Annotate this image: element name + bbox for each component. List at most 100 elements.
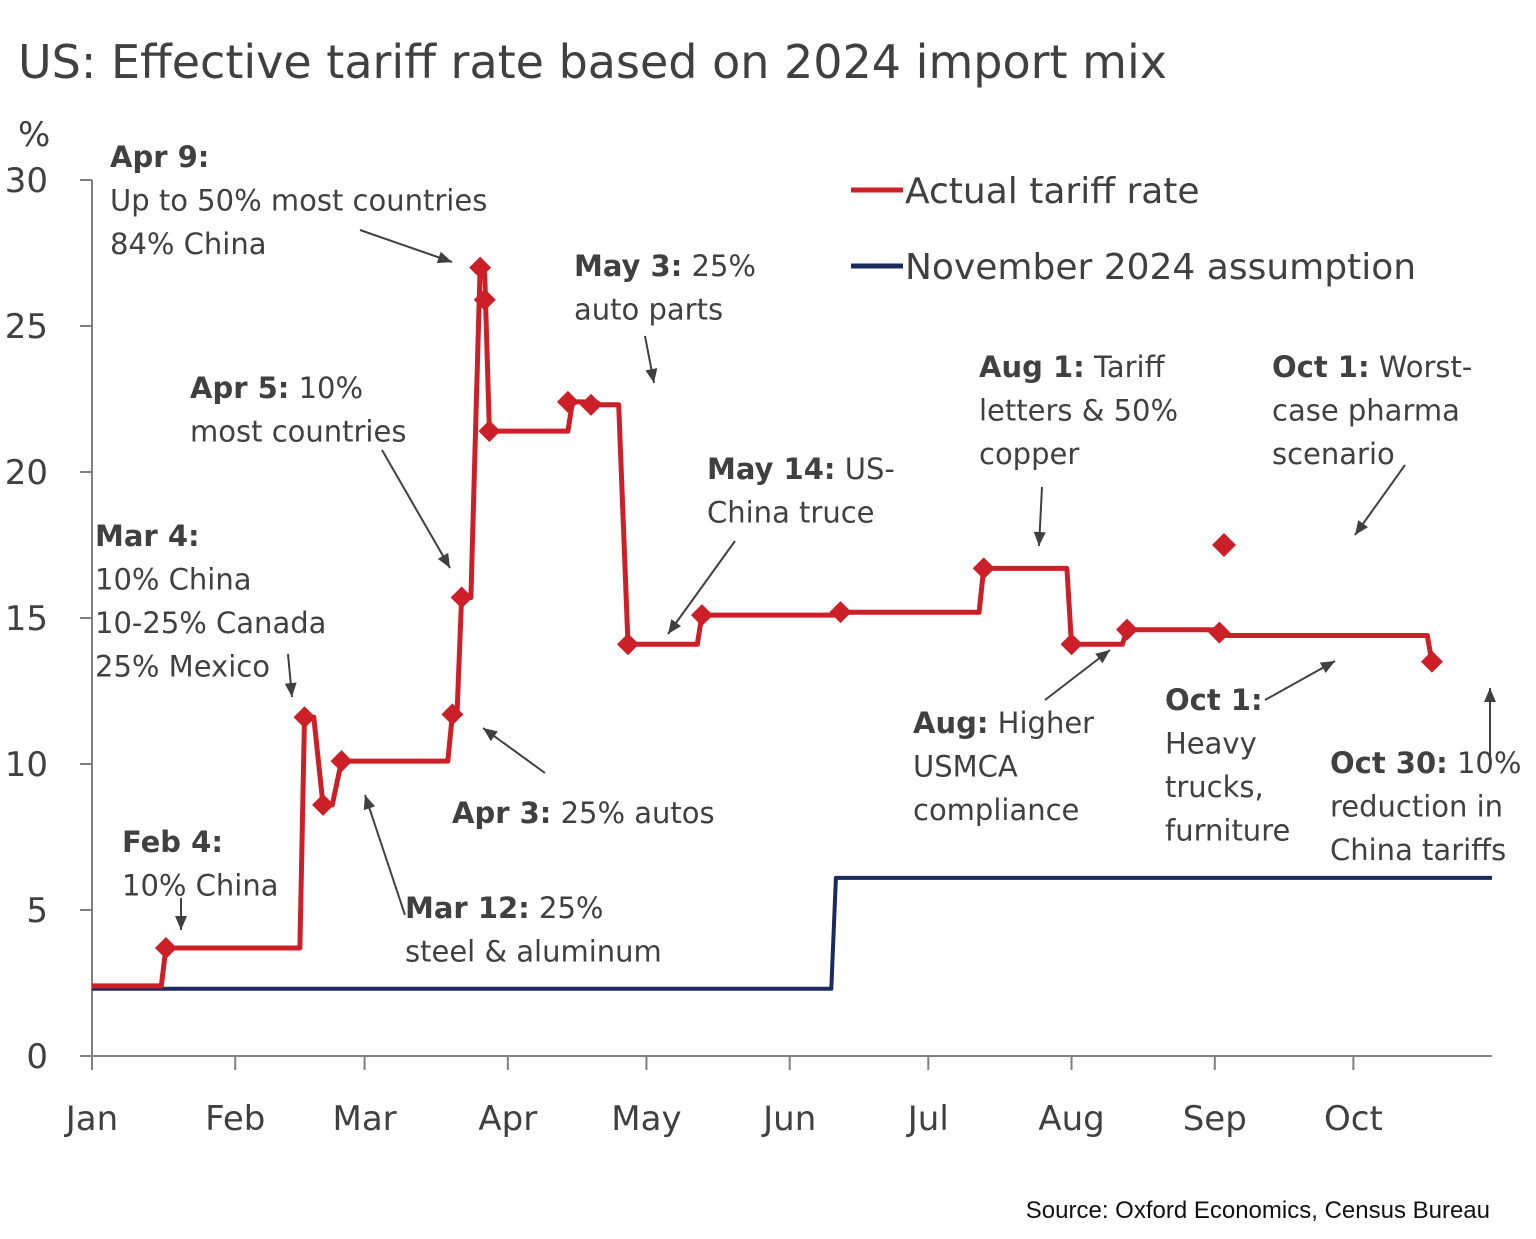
annotation-mar4: Mar 4: 10% China 10-25% Canada 25% Mexico — [95, 519, 326, 684]
annotation-line: 25% Mexico — [95, 650, 270, 684]
data-marker — [829, 601, 852, 624]
source-note: Source: Oxford Economics, Census Bureau — [1026, 1197, 1490, 1224]
annotation-apr9: Apr 9: Up to 50% most countries 84% China — [110, 140, 487, 261]
data-marker — [293, 706, 316, 729]
annotation-line: reduction in — [1330, 790, 1503, 824]
annotation-text: Higher — [988, 706, 1094, 740]
arrow-head — [1095, 650, 1110, 664]
x-tick-label: Jun — [761, 1099, 816, 1139]
annotation-date: Apr 9: — [110, 140, 209, 174]
data-marker — [556, 390, 579, 413]
annotation-heading: Mar 12: 25% — [405, 891, 603, 925]
annotation-line: case pharma — [1272, 394, 1460, 428]
annotation-text: US- — [836, 452, 895, 486]
x-tick-labels: Jan Feb Mar Apr May Jun Jul Aug Sep Oct — [64, 1099, 1383, 1139]
arrow-shaft — [667, 540, 736, 635]
legend: Actual tariff rate November 2024 assumpti… — [851, 171, 1416, 288]
y-axis-unit: % — [18, 115, 50, 155]
annotation-heading: May 14: US- — [707, 452, 895, 486]
annotation-arrows — [175, 229, 1496, 930]
data-marker — [972, 557, 995, 580]
annotation-oct1a: Oct 1: Worst-case pharma scenario — [1272, 350, 1472, 471]
scenario-marker — [1212, 533, 1237, 557]
annotation-heading: Oct 1: — [1165, 683, 1263, 717]
data-marker — [616, 633, 639, 656]
annotation-date: May 3: — [574, 249, 682, 283]
y-tick-labels: 0 5 10 15 20 25 30 — [5, 161, 48, 1077]
annotation-date: Apr 5: — [190, 371, 289, 405]
chart-title: US: Effective tariff rate based on 2024 … — [18, 35, 1167, 89]
y-tick-label: 20 — [5, 453, 48, 493]
annotation-heading: Mar 4: — [95, 519, 200, 553]
data-marker — [154, 936, 177, 959]
annotation-line: China truce — [707, 496, 875, 530]
arrow-head — [284, 682, 297, 697]
x-tick-label: Apr — [478, 1099, 537, 1139]
annotation-heading: Feb 4: — [122, 825, 223, 859]
data-marker — [580, 393, 603, 416]
annotation-heading: May 3: 25% — [574, 249, 756, 283]
annotation-text: 25% autos — [551, 796, 714, 830]
annotation-heading: Apr 9: — [110, 140, 209, 174]
annotation-feb4: Feb 4: 10% China — [122, 825, 279, 903]
annotation-date: Mar 4: — [95, 519, 200, 553]
arrow-head — [1033, 531, 1046, 546]
annotation-text: Tariff — [1085, 350, 1166, 384]
arrow-head — [437, 552, 450, 568]
arrow-head — [668, 619, 682, 634]
annotation-aug1: Aug 1: Tariff letters & 50% copper — [979, 350, 1178, 471]
data-marker — [478, 420, 501, 443]
annotation-may3: May 3: 25% auto parts — [574, 249, 756, 327]
x-tick-label: Aug — [1038, 1099, 1104, 1139]
data-marker — [1115, 618, 1138, 641]
annotation-line: China tariffs — [1330, 833, 1506, 867]
x-tick-label: Jul — [906, 1099, 949, 1139]
arrow-head — [175, 916, 187, 930]
data-marker — [1060, 633, 1083, 656]
data-marker — [1208, 621, 1231, 644]
x-tick-label: Mar — [333, 1099, 397, 1139]
annotation-text: 10% — [1448, 746, 1522, 780]
annotation-line: Heavy — [1165, 727, 1257, 761]
y-tick-label: 15 — [5, 599, 48, 639]
annotation-heading: Apr 3: 25% autos — [452, 796, 715, 830]
annotation-date: Aug 1: — [979, 350, 1085, 384]
data-marker — [450, 586, 473, 609]
annotation-date: Oct 1: — [1272, 350, 1370, 384]
annotation-date: May 14: — [707, 452, 836, 486]
annotation-date: Feb 4: — [122, 825, 223, 859]
y-tick-label: 10 — [5, 745, 48, 785]
annotation-heading: Oct 30: 10% — [1330, 746, 1521, 780]
arrow-shaft — [381, 449, 451, 569]
annotation-line: trucks, — [1165, 770, 1264, 804]
annotation-line: 10-25% Canada — [95, 606, 326, 640]
annotation-line: scenario — [1272, 437, 1395, 471]
annotation-line: most countries — [190, 415, 406, 449]
arrow-head — [645, 368, 658, 383]
data-marker — [330, 750, 353, 773]
annotation-date: Apr 3: — [452, 796, 551, 830]
annotation-line: letters & 50% — [979, 394, 1178, 428]
annotation-apr3: Apr 3: 25% autos — [452, 796, 715, 830]
annotation-mar12: Mar 12: 25% steel & aluminum — [405, 891, 662, 969]
x-tick-label: Sep — [1183, 1099, 1247, 1139]
annotation-aug: Aug: Higher USMCA compliance — [913, 706, 1094, 827]
axes — [80, 179, 1492, 1070]
legend-label: November 2024 assumption — [905, 247, 1416, 288]
annotation-heading: Oct 1: Worst- — [1272, 350, 1472, 384]
annotation-text: 25% — [682, 249, 756, 283]
series-line-november-2024-assumption — [92, 875, 1492, 991]
arrow-head — [363, 795, 376, 811]
annotation-line: steel & aluminum — [405, 935, 662, 969]
y-tick-label: 25 — [5, 307, 48, 347]
data-marker — [441, 703, 464, 726]
annotation-date: Aug: — [913, 706, 988, 740]
legend-label: Actual tariff rate — [905, 171, 1200, 212]
annotation-heading: Aug: Higher — [913, 706, 1094, 740]
data-marker — [690, 604, 713, 627]
annotation-oct30: Oct 30: 10% reduction in China tariffs — [1330, 746, 1521, 867]
arrow-head — [436, 251, 452, 264]
annotation-heading: Apr 5: 10% — [190, 371, 363, 405]
annotation-text: Worst- — [1370, 350, 1473, 384]
